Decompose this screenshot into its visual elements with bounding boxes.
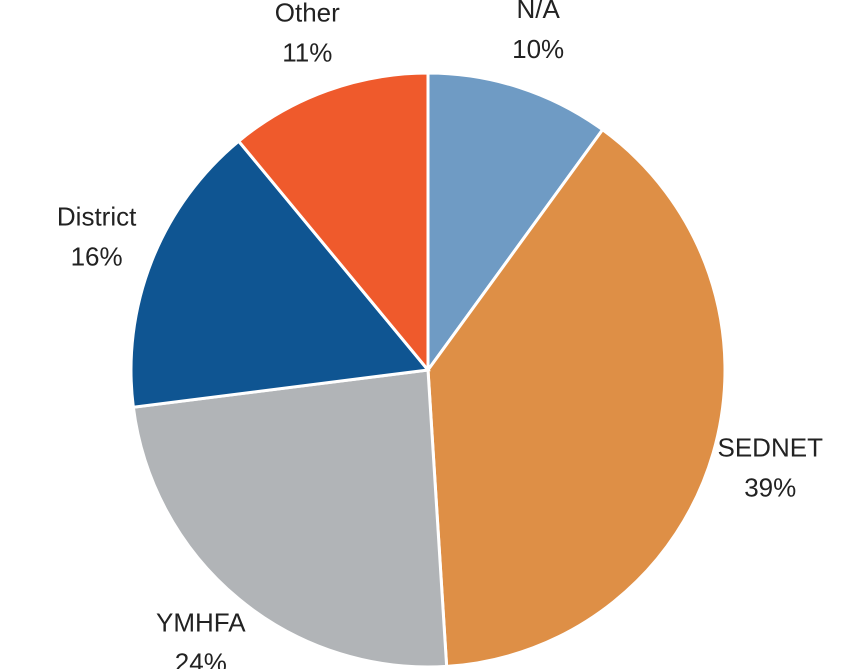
pie-slice bbox=[426, 127, 727, 669]
slice-value-label: 39% bbox=[744, 472, 796, 502]
pie-slice bbox=[129, 139, 431, 409]
slice-value-label: 11% bbox=[282, 38, 332, 68]
slice-label: YMHFA bbox=[156, 607, 246, 637]
pie-slice bbox=[426, 71, 605, 375]
slice-label: Other bbox=[275, 0, 340, 28]
slice-value-label: 16% bbox=[71, 242, 123, 272]
slice-value-label: 10% bbox=[512, 34, 564, 64]
slice-value-label: 24% bbox=[175, 647, 227, 669]
pie-slice bbox=[236, 71, 430, 375]
slice-label: N/A bbox=[516, 0, 560, 24]
slice-label: SEDNET bbox=[718, 432, 824, 462]
slice-label: District bbox=[57, 202, 137, 232]
pie-slice bbox=[131, 368, 449, 669]
